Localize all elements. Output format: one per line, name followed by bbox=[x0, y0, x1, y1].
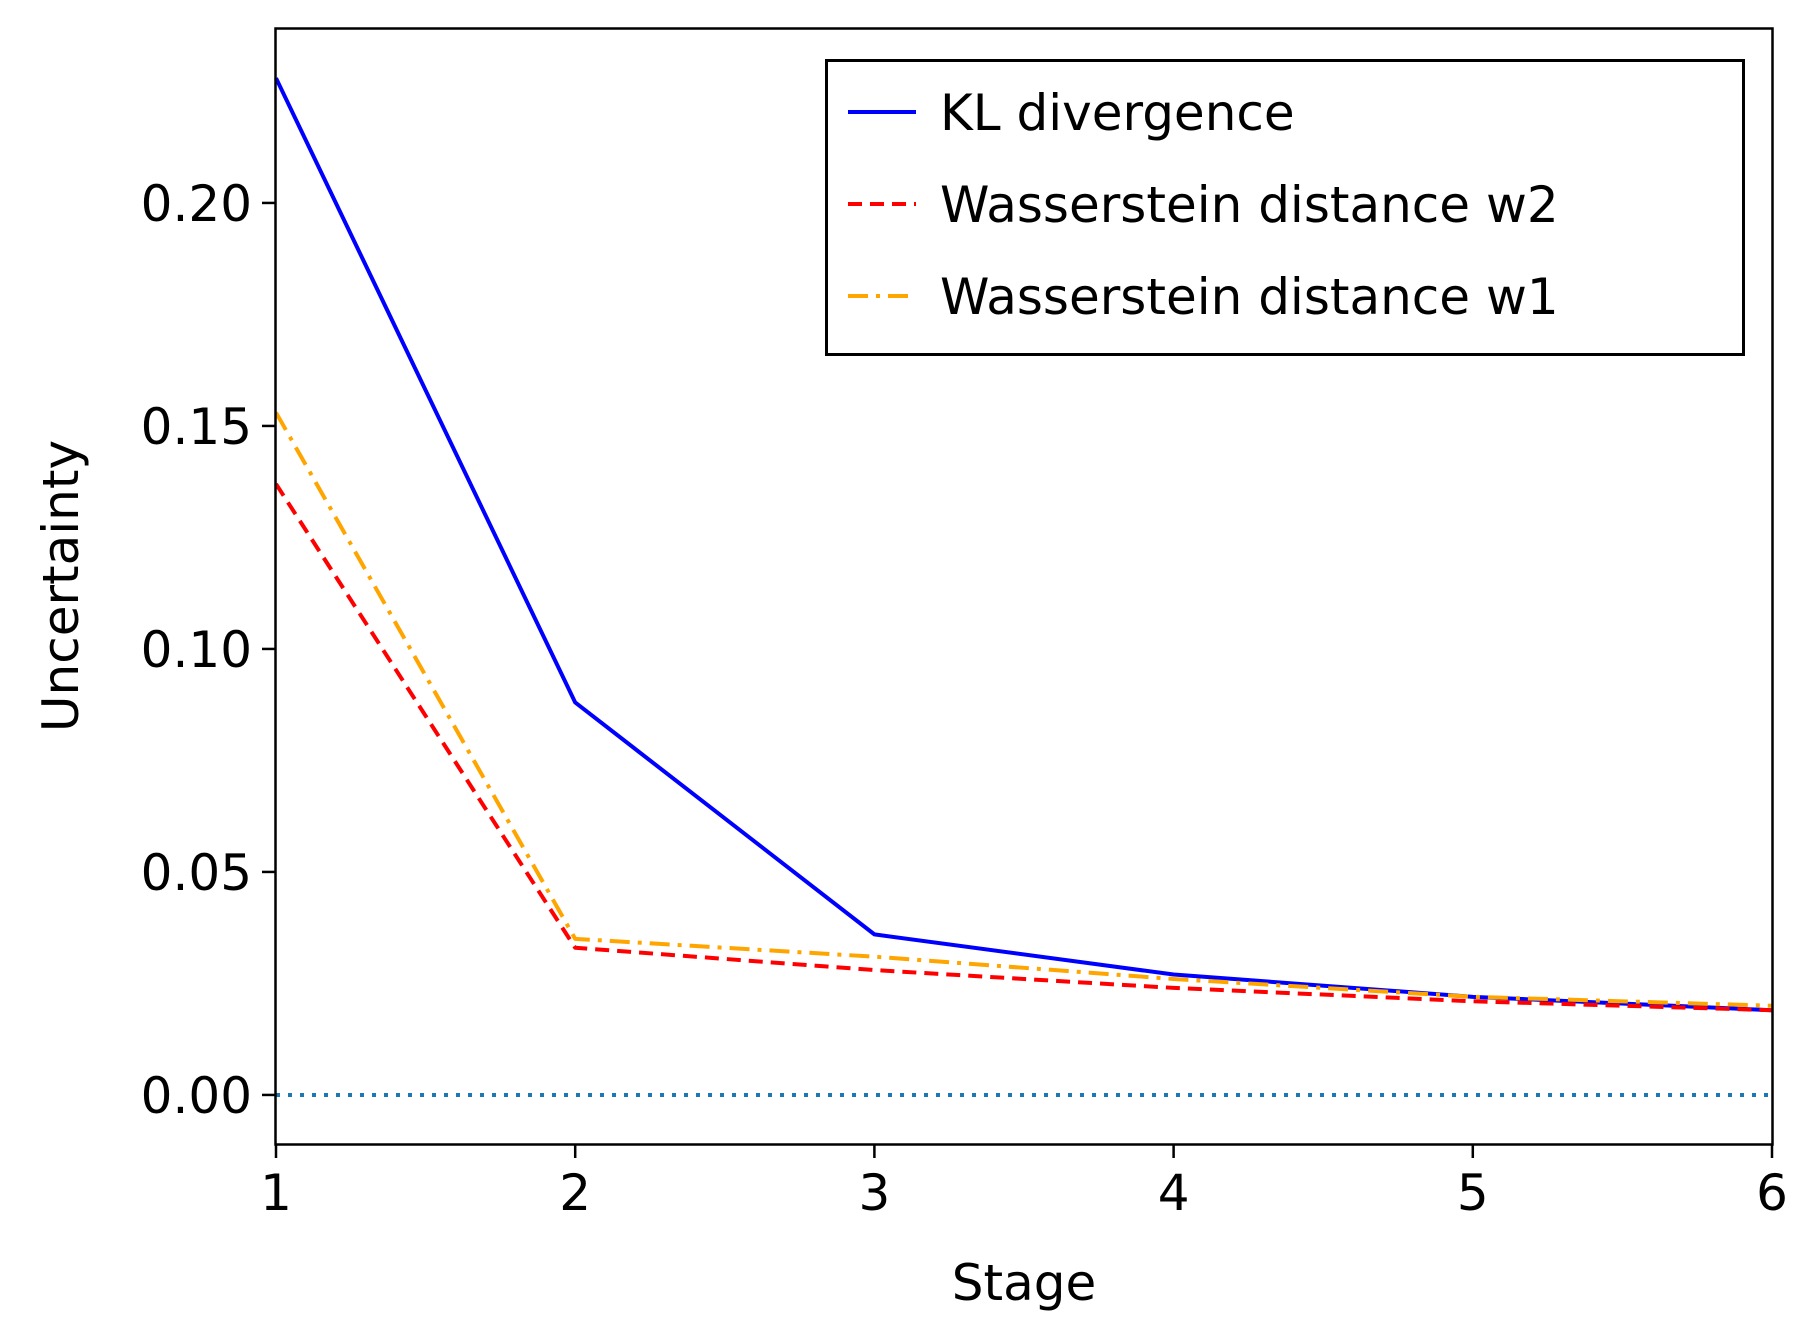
plot-frame bbox=[274, 27, 1774, 1146]
legend: KL divergence Wasserstein distance w2 Wass… bbox=[825, 59, 1745, 356]
x-axis-label: Stage bbox=[952, 1254, 1096, 1312]
legend-label-2: Wasserstein distance w2 bbox=[940, 176, 1559, 234]
x-tick-label: 1 bbox=[260, 1164, 292, 1222]
y-tick-label: 0.10 bbox=[141, 621, 252, 679]
x-tick-label: 2 bbox=[559, 1164, 591, 1222]
legend-label-1: KL divergence bbox=[940, 84, 1295, 142]
axis-ticks: 1 2 3 4 5 6 0.00 0.05 0.10 0.15 0.20 bbox=[141, 175, 1788, 1222]
series-line-1 bbox=[274, 77, 1773, 1013]
x-tick-label: 4 bbox=[1158, 1164, 1190, 1222]
y-tick-label: 0.15 bbox=[141, 398, 252, 456]
legend-entries: KL divergence Wasserstein distance w2 Wass… bbox=[848, 84, 1559, 326]
x-tick-label: 5 bbox=[1457, 1164, 1489, 1222]
y-tick-label: 0.00 bbox=[141, 1067, 252, 1125]
x-tick-label: 3 bbox=[858, 1164, 890, 1222]
legend-label-3: Wasserstein distance w1 bbox=[940, 268, 1559, 326]
series-line-2 bbox=[274, 482, 1773, 1013]
y-tick-label: 0.05 bbox=[141, 844, 252, 902]
x-tick-label: 6 bbox=[1756, 1164, 1788, 1222]
y-axis-label: Uncertainty bbox=[32, 440, 90, 732]
y-tick-label: 0.20 bbox=[141, 175, 252, 233]
legend-box bbox=[825, 59, 1745, 356]
series-line-3 bbox=[274, 411, 1773, 1008]
series-lines bbox=[274, 77, 1773, 1097]
